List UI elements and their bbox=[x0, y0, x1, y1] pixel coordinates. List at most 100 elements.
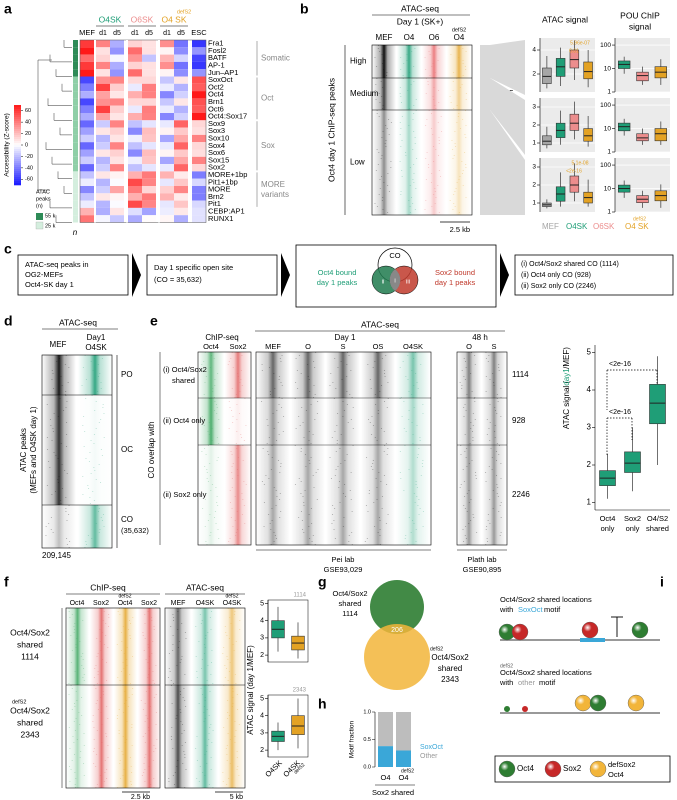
speckle bbox=[427, 84, 429, 85]
group-label: Oct bbox=[261, 94, 274, 103]
speckle bbox=[295, 382, 297, 383]
speckle bbox=[50, 517, 52, 518]
speckle bbox=[207, 431, 209, 432]
speckle bbox=[105, 662, 107, 663]
speckle bbox=[464, 110, 466, 111]
speckle bbox=[379, 529, 381, 530]
heatmap-cell bbox=[80, 40, 94, 48]
speckle bbox=[413, 385, 415, 386]
legend-box bbox=[494, 755, 671, 783]
speckle bbox=[466, 394, 468, 395]
speckle bbox=[236, 529, 238, 530]
speckle bbox=[399, 451, 401, 452]
speckle bbox=[304, 490, 306, 491]
speckle bbox=[343, 517, 345, 518]
speckle bbox=[337, 466, 339, 467]
speckle bbox=[99, 641, 101, 642]
caption: other bbox=[518, 678, 536, 687]
speckle bbox=[208, 685, 210, 686]
speckle bbox=[278, 397, 280, 398]
speckle bbox=[279, 517, 281, 518]
track-signal bbox=[457, 445, 481, 545]
speckle bbox=[97, 671, 99, 672]
heatmap-cell bbox=[174, 105, 188, 113]
legend-entry: O4SK bbox=[566, 222, 588, 231]
speckle bbox=[295, 428, 297, 429]
col-label: S bbox=[340, 342, 345, 351]
speckle bbox=[400, 128, 402, 129]
heatmap-cell bbox=[192, 113, 206, 121]
speckle bbox=[428, 45, 430, 46]
speckle bbox=[95, 703, 97, 704]
speckle bbox=[369, 422, 371, 423]
row-label: Sox10 bbox=[208, 134, 229, 143]
speckle bbox=[107, 718, 109, 719]
speckle bbox=[399, 367, 401, 368]
y-tick-label: 5 bbox=[587, 348, 592, 357]
speckle bbox=[201, 370, 203, 371]
title: ATAC-seq bbox=[186, 582, 224, 592]
speckle bbox=[201, 659, 203, 660]
speckle bbox=[428, 164, 430, 165]
speckle bbox=[424, 57, 426, 58]
speckle bbox=[180, 659, 182, 660]
speckle bbox=[352, 407, 354, 408]
speckle bbox=[106, 736, 108, 737]
speckle bbox=[230, 502, 232, 503]
speckle bbox=[461, 173, 463, 174]
speckle bbox=[76, 739, 78, 740]
speckle bbox=[203, 644, 205, 645]
speckle bbox=[276, 410, 278, 411]
speckle bbox=[144, 623, 146, 624]
speckle bbox=[470, 422, 472, 423]
speckle bbox=[380, 428, 382, 429]
speckle bbox=[271, 508, 273, 509]
speckle bbox=[174, 772, 176, 773]
heatmap-cell bbox=[192, 76, 206, 84]
speckle bbox=[489, 499, 491, 500]
speckle bbox=[155, 694, 157, 695]
row-annotation bbox=[73, 61, 78, 70]
speckle bbox=[403, 428, 405, 429]
defsox2-ball bbox=[574, 694, 592, 712]
speckle bbox=[82, 425, 84, 426]
heatmap-cell bbox=[142, 186, 156, 194]
row-annotation bbox=[73, 134, 78, 143]
speckle bbox=[385, 125, 387, 126]
axis-label: ATAC signal ( bbox=[562, 381, 571, 429]
speckle bbox=[216, 502, 218, 503]
row-annotation bbox=[73, 215, 78, 223]
speckle bbox=[144, 721, 146, 722]
track-signal bbox=[192, 685, 218, 788]
row-annotation bbox=[73, 91, 78, 99]
speckle bbox=[229, 538, 231, 539]
speckle bbox=[176, 715, 178, 716]
box bbox=[636, 133, 649, 142]
speckle bbox=[178, 641, 180, 642]
plot-title: POU ChIP bbox=[620, 10, 660, 20]
speckle bbox=[369, 379, 371, 380]
heatmap-cell bbox=[192, 98, 206, 106]
speckle bbox=[374, 361, 376, 362]
speckle bbox=[386, 454, 388, 455]
heatmap-cell bbox=[142, 54, 156, 62]
legend-entry: O6SK bbox=[593, 222, 615, 231]
legend-entry: MEF bbox=[542, 222, 559, 231]
speckle bbox=[237, 457, 239, 458]
speckle bbox=[101, 632, 103, 633]
speckle bbox=[95, 401, 97, 402]
speckle bbox=[57, 479, 59, 480]
speckle bbox=[101, 724, 103, 725]
speckle bbox=[198, 781, 200, 782]
speckle bbox=[201, 668, 203, 669]
speckle bbox=[379, 397, 381, 398]
speckle bbox=[464, 379, 466, 380]
y-tick-label: 3 bbox=[532, 104, 536, 111]
speckle bbox=[385, 523, 387, 524]
speckle bbox=[379, 51, 381, 52]
speckle bbox=[276, 496, 278, 497]
speckle bbox=[374, 57, 376, 58]
track-signal bbox=[66, 685, 89, 788]
speckle bbox=[142, 736, 144, 737]
speckle bbox=[452, 209, 454, 210]
